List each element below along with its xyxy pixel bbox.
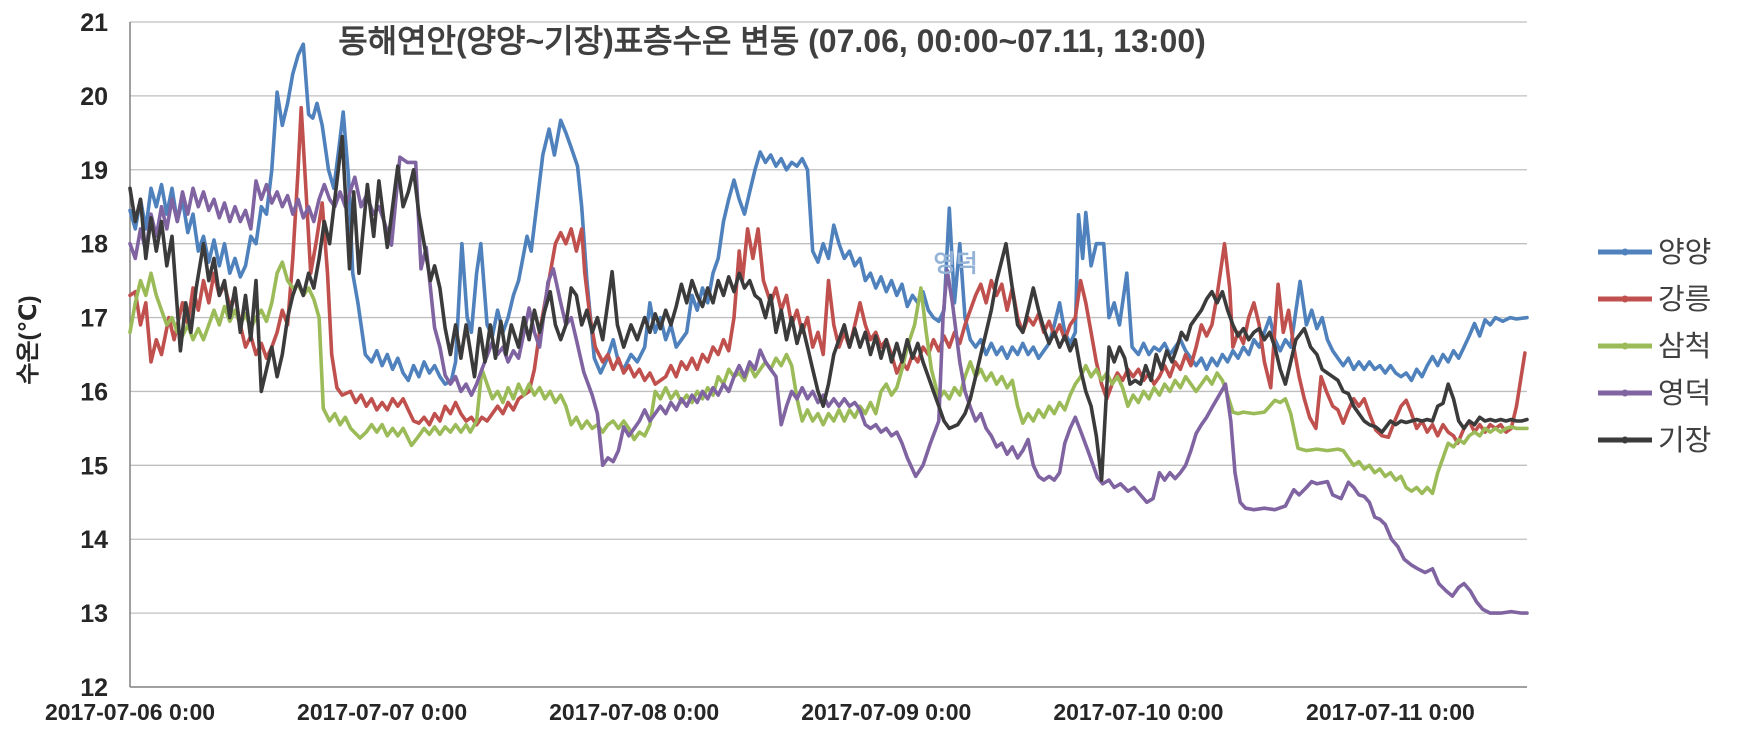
legend-label: 영덕 [1658,378,1711,410]
series-layer [128,42,1529,615]
y-tick-label: 15 [80,452,108,480]
y-axis-title: 수온(℃) [15,295,42,384]
series-line-gijang [128,134,1529,482]
legend-label: 양양 [1658,237,1711,269]
legend-marker [1621,342,1629,350]
legend-item-gangneung: 강릉 [1598,284,1711,316]
y-tick-label: 17 [80,305,108,333]
series-line-samcheok [128,260,1529,496]
x-tick-label: 2017-07-08 0:00 [549,699,719,725]
legend-label: 기장 [1658,425,1711,457]
series-annotation-yeongdeok: 영덕 [934,251,978,278]
legend-item-samcheok: 삼척 [1598,330,1711,363]
x-tick-label: 2017-07-11 0:00 [1306,699,1475,725]
y-tick-label: 14 [80,526,108,554]
series-line-yangyang [128,42,1529,386]
y-tick-label: 20 [80,83,108,111]
x-tick-label: 2017-07-10 0:00 [1053,699,1223,725]
legend-marker [1621,295,1629,303]
y-tick-label: 16 [80,378,108,406]
legend-item-gijang: 기장 [1598,425,1711,457]
y-tick-label: 13 [80,600,108,628]
axis-layer: 12 13 14 15 16 17 18 19 20 21 2017-07-06 0:00 2017-… [45,9,1527,725]
series-line-gangneung [128,105,1527,446]
legend-marker [1621,436,1629,444]
x-tick-label: 2017-07-06 0:00 [45,699,215,725]
y-tick-label: 12 [80,674,108,702]
legend-label: 강릉 [1658,284,1711,316]
chart-title: 동해연안(양양~기장)표층수온 변동 (07.06, 00:00~07.11, … [338,23,1206,59]
legend-marker [1621,248,1629,256]
x-tick-label: 2017-07-07 0:00 [297,699,467,725]
y-tick-label: 19 [80,157,108,185]
legend-item-yangyang: 양양 [1598,237,1711,269]
legend-marker [1621,389,1629,397]
grid-layer [130,21,1527,614]
legend-label: 삼척 [1658,330,1711,363]
series-line-yeongdeok [128,155,1529,615]
y-tick-label: 21 [80,9,108,37]
legend-item-yeongdeok: 영덕 [1598,378,1711,410]
x-tick-label: 2017-07-09 0:00 [801,699,971,725]
y-tick-label: 18 [80,231,108,259]
